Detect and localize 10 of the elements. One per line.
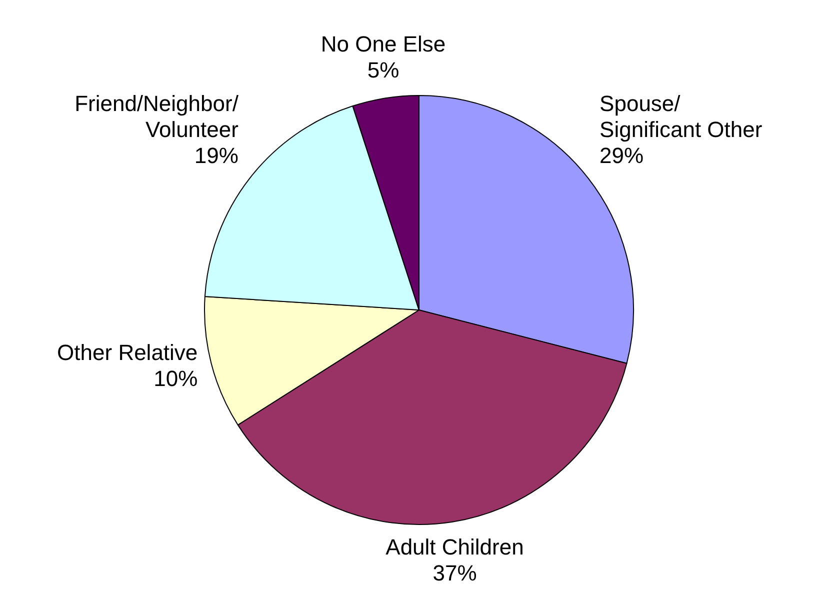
slice-label: Friend/Neighbor/ Volunteer [74, 91, 240, 142]
data-label: 37% [432, 560, 477, 586]
data-label: 29% [600, 143, 644, 168]
data-label: 10% [154, 366, 198, 391]
data-label: 19% [194, 143, 238, 168]
slice-label: Spouse/ Significant Other [600, 91, 762, 142]
data-label: 5% [367, 57, 400, 82]
slice-label: Adult Children [386, 534, 524, 560]
slice-label: No One Else [320, 31, 446, 56]
slice-label: Other Relative [57, 340, 198, 365]
